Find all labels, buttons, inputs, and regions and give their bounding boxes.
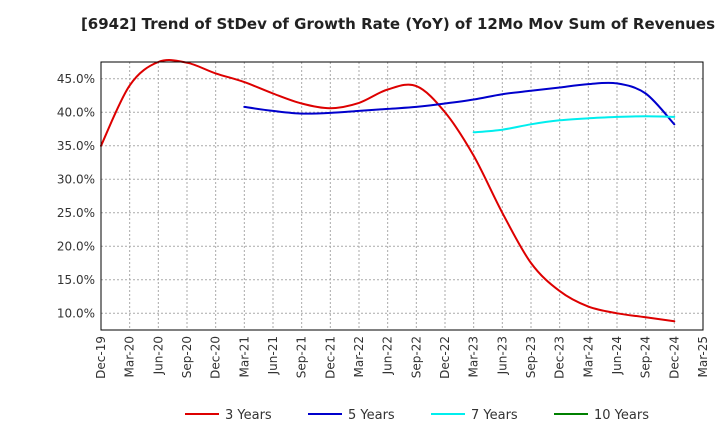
x-tick-label: Mar-24 [581,336,595,377]
legend-label-3: 7 Years [471,408,518,423]
plot-area [100,61,704,331]
series-lines [100,59,676,323]
x-tick-label: Jun-24 [610,336,624,375]
y-tick-label: 10.0% [57,306,95,320]
legend-label-1: 3 Years [225,408,272,423]
y-tick-label: 45.0% [57,72,95,86]
x-tick-label: Dec-22 [438,336,452,379]
y-axis-ticks: 10.0% 15.0% 20.0% 25.0% 30.0% 35.0% 40.0% 45.0% [57,72,95,321]
legend-label-2: 5 Years [348,408,395,423]
x-tick-label: Mar-21 [237,336,251,377]
x-tick-label: Sep-23 [524,336,538,378]
series-line-1 [100,59,676,323]
y-tick-label: 20.0% [57,239,95,253]
x-tick-label: Dec-24 [667,336,681,379]
y-tick-label: 25.0% [57,206,95,220]
x-tick-label: Sep-22 [409,336,423,378]
x-tick-label: Jun-23 [495,336,509,375]
x-tick-label: Mar-23 [467,336,481,377]
series-line-3 [472,115,676,134]
x-tick-label: Sep-24 [639,336,653,378]
chart-title: [6942] Trend of StDev of Growth Rate (Yo… [81,15,715,33]
x-tick-label: Dec-19 [94,336,108,379]
x-tick-label: Dec-20 [209,336,223,379]
y-tick-label: 15.0% [57,273,95,287]
x-tick-label: Jun-21 [266,336,280,375]
x-tick-label: Sep-21 [295,336,309,378]
x-tick-label: Dec-23 [553,336,567,379]
legend-label-4: 10 Years [594,408,649,423]
x-tick-label: Mar-22 [352,336,366,377]
legend: 3 Years 5 Years 7 Years 10 Years [185,408,649,423]
y-tick-label: 35.0% [57,139,95,153]
y-tick-label: 40.0% [57,105,95,119]
x-tick-label: Mar-20 [123,336,137,377]
x-tick-label: Jun-22 [381,336,395,375]
grid [101,62,703,330]
x-tick-label: Mar-25 [696,336,710,377]
y-tick-label: 30.0% [57,172,95,186]
x-tick-label: Sep-20 [180,336,194,378]
x-tick-label: Dec-21 [323,336,337,379]
x-axis-ticks: Dec-19 Mar-20 Jun-20 Sep-20 Dec-20 Mar-21 Jun-… [94,336,710,379]
series-line-2 [243,81,676,126]
x-tick-label: Jun-20 [151,336,165,375]
